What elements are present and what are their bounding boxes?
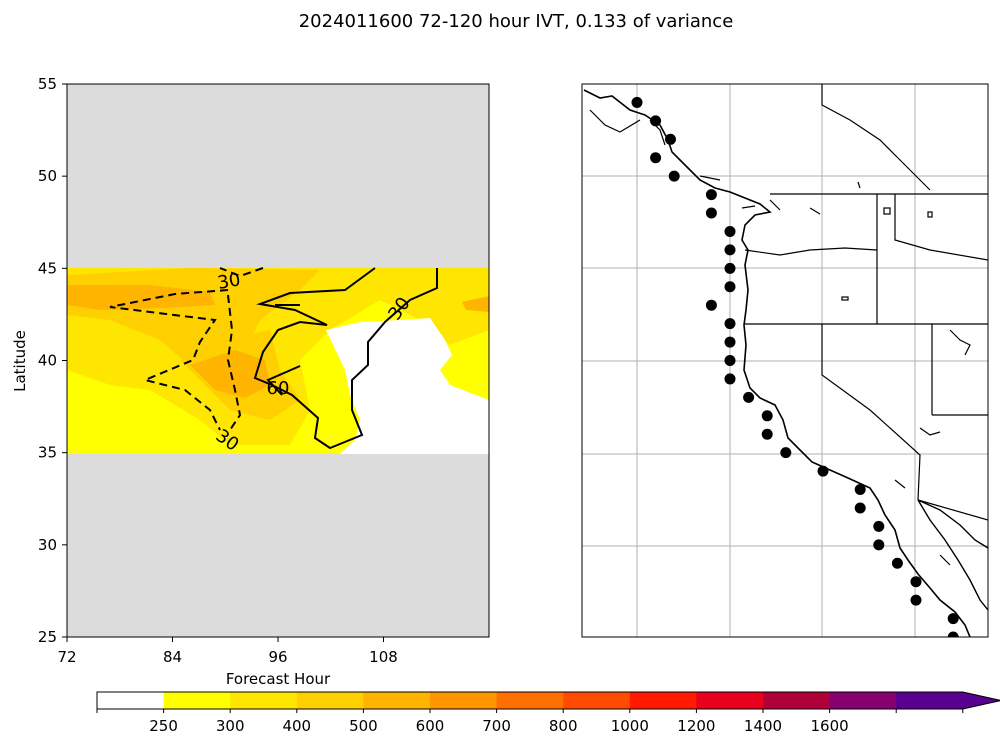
colorbar-outline [96, 691, 1000, 710]
ivt-fill [67, 268, 489, 454]
map-point [664, 133, 676, 145]
colorbar-tick-label: 1000 [611, 717, 649, 735]
map-point [873, 539, 885, 551]
colorbar-segment [496, 692, 564, 709]
map-point [910, 576, 922, 588]
lakes [809, 181, 971, 566]
x-tick-label: 84 [163, 648, 182, 666]
y-tick-label: 40 [38, 352, 57, 370]
colorbar-segment [296, 692, 364, 709]
map-point [705, 189, 717, 201]
colorbar-segment [430, 692, 498, 709]
contour-solid-60 [266, 304, 301, 396]
map-point [724, 373, 736, 385]
map-point [724, 244, 736, 256]
colorbar-segment [563, 692, 631, 709]
ivt-region-500b [190, 350, 270, 398]
map-point [724, 225, 736, 237]
map-point [743, 391, 755, 403]
map-point [761, 410, 773, 422]
map-point [650, 115, 662, 127]
x-tick-label: 72 [57, 648, 76, 666]
colorbar-tick-label: 700 [482, 717, 511, 735]
map-point [891, 557, 903, 569]
ivt-region-500c [462, 296, 489, 312]
colorbar-tick-label: 800 [549, 717, 578, 735]
coastline-islands [589, 109, 781, 211]
map-point [705, 207, 717, 219]
contour-solid-30 [253, 267, 438, 450]
y-tick-label: 35 [38, 444, 57, 462]
colorbar-segment [97, 692, 165, 709]
colorbar-tick-label: 1200 [677, 717, 715, 735]
map-point [854, 502, 866, 514]
ivt-region-low [326, 318, 489, 454]
map-points [631, 96, 959, 637]
map-panel [581, 83, 989, 638]
colorbar-segment [896, 692, 964, 709]
y-tick-label: 55 [38, 75, 57, 93]
colorbar-extend-arrow [962, 692, 1000, 709]
y-tick-label: 50 [38, 167, 57, 185]
map-point [668, 170, 680, 182]
colorbar-tick-label: 300 [216, 717, 245, 735]
y-tick-label: 45 [38, 259, 57, 277]
colorbar-tick-label: 400 [282, 717, 311, 735]
colorbar-segment [696, 692, 764, 709]
contour-label-30-dashed-top: 30 [216, 269, 242, 294]
colorbar: 250 300 400 500 600 700 800 1000 1200 1400 1600 [96, 691, 1000, 735]
map-point [947, 631, 959, 637]
colorbar-tick-label: 1600 [811, 717, 849, 735]
x-tick-label: 108 [369, 648, 398, 666]
baja-peninsula [917, 499, 988, 611]
map-gridlines [582, 84, 988, 637]
map-point [724, 355, 736, 366]
colorbar-segment [230, 692, 298, 709]
colorbar-tick-label: 250 [149, 717, 178, 735]
map-point [780, 447, 792, 459]
y-tick-label: 25 [38, 628, 57, 646]
colorbar-tick-label: 1400 [744, 717, 782, 735]
contours [109, 267, 438, 450]
left-axis-ticks: 72 84 96 108 25 30 35 40 45 50 55 [38, 75, 398, 666]
colorbar-segment [763, 692, 831, 709]
contour-dashed-30-mid [226, 294, 242, 434]
map-point [724, 262, 736, 274]
map-point [761, 428, 773, 440]
x-axis-label: Forecast Hour [226, 670, 331, 688]
map-point [910, 594, 922, 606]
colorbar-segment [363, 692, 431, 709]
colorbar-segment [629, 692, 697, 709]
colorbar-tick-label: 600 [416, 717, 445, 735]
map-point [873, 520, 885, 532]
y-tick-label: 30 [38, 536, 57, 554]
map-point [650, 152, 662, 164]
map-point [854, 484, 866, 496]
colorbar-tick-label: 500 [349, 717, 378, 735]
colorbar-segment [163, 692, 231, 709]
map-point [705, 299, 717, 311]
y-axis-label: Latitude [11, 330, 29, 392]
map-point [631, 96, 643, 108]
figure-title: 2024011600 72-120 hour IVT, 0.133 of var… [299, 11, 734, 32]
map-point [817, 465, 829, 477]
coastline [583, 89, 971, 637]
contour-dashed-30-north [109, 267, 264, 431]
map-point [724, 336, 736, 348]
colorbar-segment [829, 692, 897, 709]
state-borders [744, 84, 988, 521]
map-point [947, 613, 959, 625]
contour-label-60: 60 [267, 378, 290, 399]
map-point [724, 281, 736, 293]
x-tick-label: 96 [268, 648, 287, 666]
map-frame [581, 83, 989, 638]
ivt-region-500 [67, 285, 215, 310]
map-point [724, 318, 736, 330]
